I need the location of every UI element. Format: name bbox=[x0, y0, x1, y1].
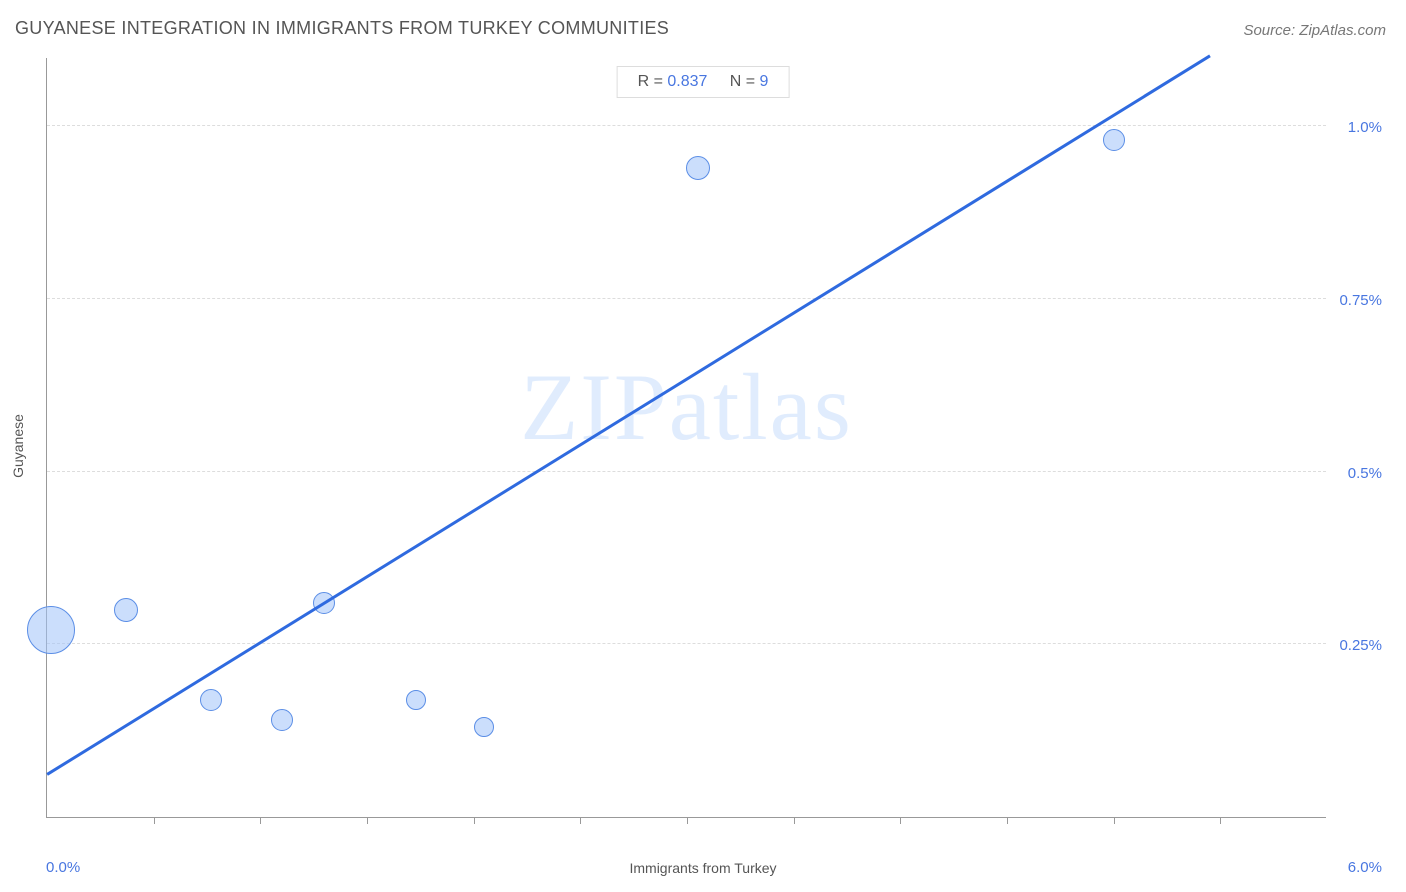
y-tick-label: 0.5% bbox=[1348, 465, 1382, 482]
x-axis-label: Immigrants from Turkey bbox=[629, 860, 776, 876]
gridline bbox=[47, 643, 1326, 644]
r-label: R = bbox=[638, 73, 668, 90]
x-tick bbox=[1220, 817, 1221, 824]
watermark-text: ZIPatlas bbox=[520, 352, 853, 462]
y-tick-label: 1.0% bbox=[1348, 119, 1382, 136]
x-tick bbox=[474, 817, 475, 824]
x-tick bbox=[154, 817, 155, 824]
x-axis-min-label: 0.0% bbox=[46, 859, 80, 876]
data-point bbox=[406, 690, 426, 710]
x-tick bbox=[794, 817, 795, 824]
gridline bbox=[47, 298, 1326, 299]
stats-box: R = 0.837 N = 9 bbox=[617, 66, 790, 98]
x-tick bbox=[367, 817, 368, 824]
chart-container: GUYANESE INTEGRATION IN IMMIGRANTS FROM … bbox=[0, 0, 1406, 892]
y-tick-label: 0.75% bbox=[1339, 292, 1382, 309]
data-point bbox=[114, 598, 138, 622]
data-point bbox=[1103, 129, 1125, 151]
plot-area: ZIPatlas bbox=[46, 58, 1326, 818]
x-tick bbox=[580, 817, 581, 824]
data-point bbox=[271, 709, 293, 731]
data-point bbox=[27, 606, 75, 654]
x-tick bbox=[900, 817, 901, 824]
x-tick bbox=[1007, 817, 1008, 824]
source-attribution: Source: ZipAtlas.com bbox=[1243, 22, 1386, 39]
gridline bbox=[47, 471, 1326, 472]
regression-line bbox=[46, 55, 1210, 776]
chart-title: GUYANESE INTEGRATION IN IMMIGRANTS FROM … bbox=[15, 18, 669, 39]
n-label: N = bbox=[730, 73, 760, 90]
watermark-zip: ZIPatlas bbox=[520, 354, 853, 460]
data-point bbox=[200, 689, 222, 711]
data-point bbox=[686, 156, 710, 180]
n-value: 9 bbox=[759, 73, 768, 90]
gridline bbox=[47, 125, 1326, 126]
y-tick-label: 0.25% bbox=[1339, 637, 1382, 654]
y-axis-label: Guyanese bbox=[10, 414, 26, 478]
x-tick bbox=[687, 817, 688, 824]
data-point bbox=[474, 717, 494, 737]
x-tick bbox=[1114, 817, 1115, 824]
r-value: 0.837 bbox=[667, 73, 707, 90]
x-axis-max-label: 6.0% bbox=[1348, 859, 1382, 876]
x-tick bbox=[260, 817, 261, 824]
